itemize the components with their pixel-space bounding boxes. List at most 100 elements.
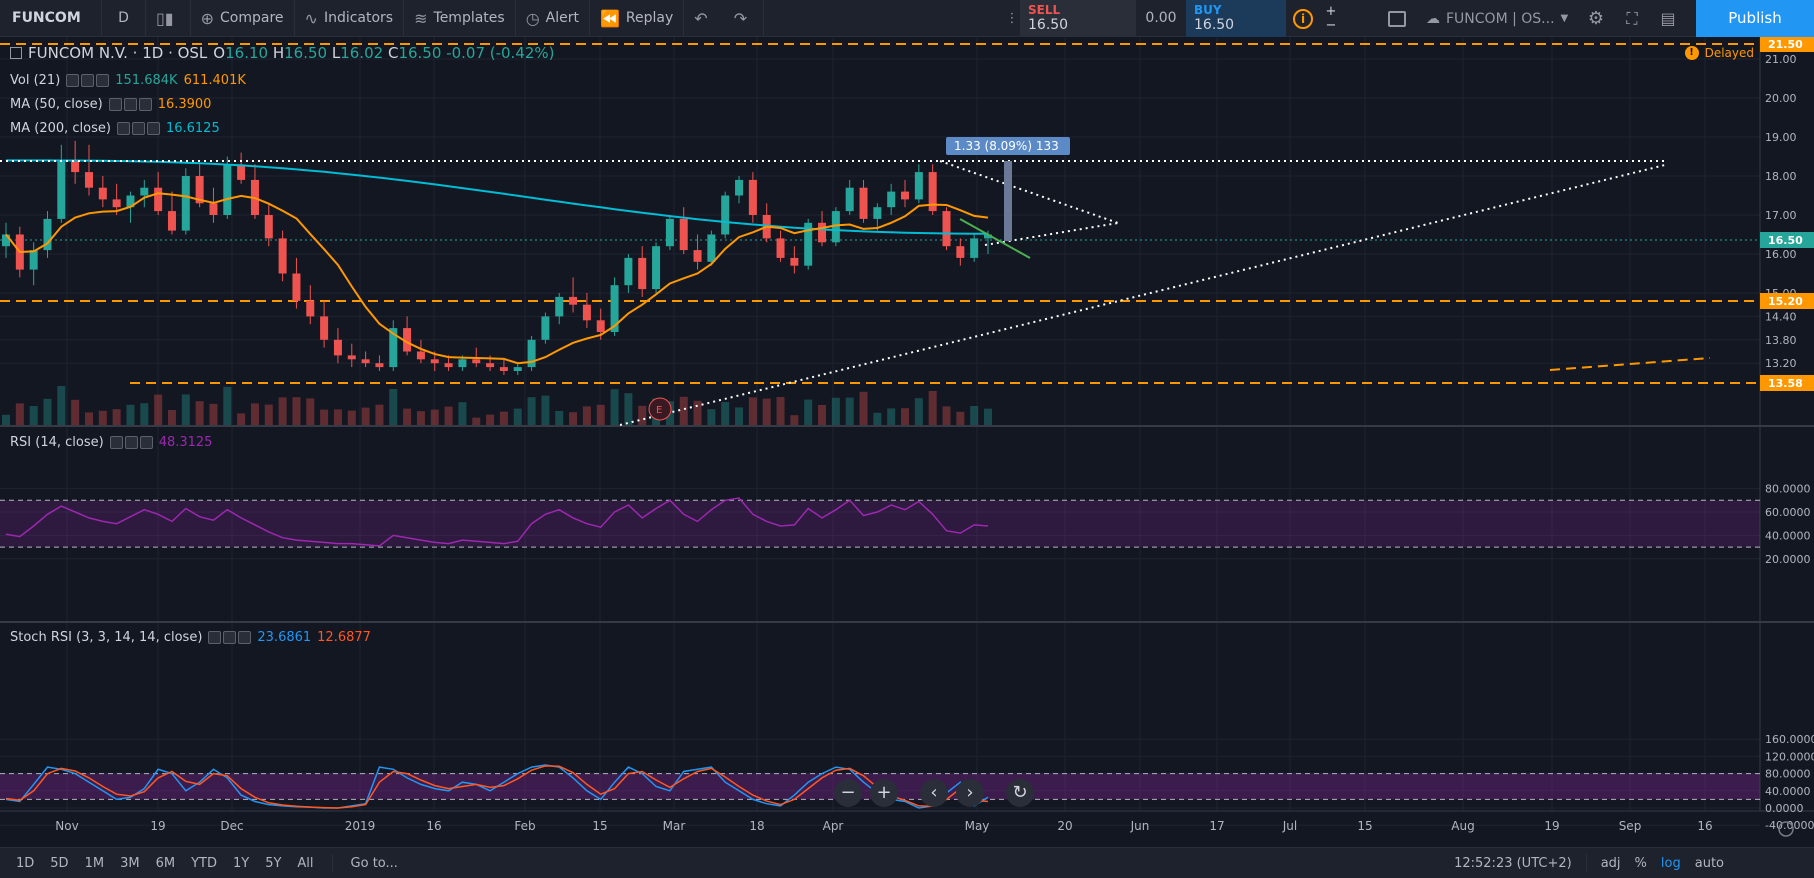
candle-body (361, 359, 370, 364)
range-5d[interactable]: 5D (50, 855, 69, 871)
spread-value: 0.00 (1145, 10, 1177, 26)
range-1m[interactable]: 1M (84, 855, 105, 871)
settings-gear-icon[interactable]: ⚙ (1587, 8, 1605, 29)
volume-legend: Vol (21) 151.684K 611.401K (10, 73, 246, 88)
reset-chart-button[interactable]: ↻ (1006, 779, 1034, 807)
volume-bar (472, 417, 481, 425)
triangle-upper (939, 160, 1119, 224)
cloud-icon: ☁ (1426, 10, 1440, 27)
candle-body (652, 246, 661, 290)
chart-style-button[interactable]: ▯▮ (146, 0, 191, 37)
range-all[interactable]: All (297, 855, 314, 871)
volume-bar (347, 410, 356, 425)
info-button[interactable]: i (1286, 0, 1320, 37)
clock[interactable]: 12:52:23 (UTC+2) (1454, 855, 1572, 871)
delayed-badge[interactable]: ! Delayed (1684, 46, 1754, 60)
range-5y[interactable]: 5Y (265, 855, 282, 871)
volume-bar (499, 411, 508, 425)
volume-indicator-name[interactable]: Vol (21) (10, 73, 61, 88)
candle-body (499, 367, 508, 371)
ma50-indicator-name[interactable]: MA (50, close) (10, 97, 103, 112)
symbol-search-button[interactable]: FUNCOM (0, 0, 102, 37)
percent-toggle[interactable]: % (1634, 855, 1647, 871)
qty-plus-button[interactable]: + (1325, 3, 1337, 19)
zoom-in-button[interactable]: + (870, 779, 898, 807)
stoch-legend: Stoch RSI (3, 3, 14, 14, close) 23.6861 … (10, 630, 371, 645)
drag-handle-icon[interactable]: ⋮ (1005, 11, 1019, 26)
camera-icon[interactable]: ▤ (1660, 9, 1676, 28)
candle-body (112, 199, 121, 208)
volume-bar (320, 409, 329, 425)
undo-button[interactable]: ↶ (684, 0, 723, 37)
volume-bar (43, 398, 52, 425)
chart-navigation: − + ‹ › ↻ (834, 779, 1034, 807)
time-tick: 16 (1697, 819, 1712, 833)
axis-settings-gear-icon (1778, 821, 1794, 837)
date-ranges: 1D 5D 1M 3M 6M YTD 1Y 5Y All (0, 856, 322, 871)
volume-bar (306, 398, 315, 425)
ma200-indicator-name[interactable]: MA (200, close) (10, 121, 111, 136)
layout-name-button[interactable]: ☁ FUNCOM | OS... ▼ (1426, 11, 1578, 27)
publish-button[interactable]: Publish (1696, 0, 1814, 37)
collapse-icon[interactable] (10, 47, 22, 59)
sell-button[interactable]: SELL 16.50 (1020, 0, 1136, 37)
time-tick: Dec (220, 819, 243, 833)
range-6m[interactable]: 6M (155, 855, 176, 871)
ma50-value: 16.3900 (157, 97, 212, 112)
indicator-buttons[interactable] (66, 74, 110, 87)
redo-button[interactable]: ↷ (724, 0, 765, 37)
volume-bar (693, 400, 702, 425)
indicator-buttons[interactable] (108, 98, 152, 111)
candle-body (638, 257, 647, 290)
candle-body (237, 164, 246, 180)
indicator-buttons[interactable] (109, 436, 153, 449)
price-badge: 21.50 (1768, 38, 1803, 51)
qty-minus-button[interactable]: − (1325, 17, 1337, 33)
volume-bar (818, 405, 827, 425)
scroll-left-button[interactable]: ‹ (920, 779, 948, 807)
adj-toggle[interactable]: adj (1600, 855, 1621, 871)
log-toggle[interactable]: log (1660, 855, 1681, 871)
time-axis: Nov 19 Dec 2019 16 Feb 15 Mar 18 Apr May 20 Jun 17 Jul… (55, 819, 1794, 837)
interval-button[interactable]: D (102, 0, 146, 37)
range-1y[interactable]: 1Y (232, 855, 250, 871)
scroll-right-button[interactable]: › (956, 779, 984, 807)
buy-button[interactable]: BUY 16.50 (1186, 0, 1286, 37)
volume-bar (416, 411, 425, 425)
indicators-button[interactable]: ∿ Indicators (295, 0, 405, 37)
compare-button[interactable]: ⊕ Compare (191, 0, 295, 37)
range-ytd[interactable]: YTD (191, 855, 217, 871)
price-tick: 19.00 (1765, 131, 1797, 144)
measure-label: 1.33 (8.09%) 133 (954, 139, 1059, 153)
volume-bar (250, 403, 259, 425)
auto-toggle[interactable]: auto (1694, 855, 1724, 871)
volume-bar (527, 397, 536, 425)
time-tick: 15 (1357, 819, 1372, 833)
volume-bar (98, 410, 107, 425)
layout-toggle-icon[interactable] (1388, 10, 1406, 27)
indicator-buttons[interactable] (116, 122, 160, 135)
alert-button[interactable]: ◷ Alert (516, 0, 590, 37)
range-3m[interactable]: 3M (120, 855, 140, 871)
zoom-out-button[interactable]: − (834, 779, 862, 807)
earnings-marker-label: E (656, 405, 662, 416)
fullscreen-icon[interactable]: ⛶ (1626, 8, 1638, 28)
indicator-buttons[interactable] (208, 631, 252, 644)
stoch-tick: -40.0000 (1765, 819, 1814, 832)
candle-body (29, 250, 38, 270)
replay-button[interactable]: ⏪ Replay (590, 0, 685, 37)
candle-body (195, 176, 204, 204)
time-tick: 15 (592, 819, 607, 833)
alarm-clock-icon: ◷ (525, 8, 540, 28)
range-1d[interactable]: 1D (16, 855, 35, 871)
stoch-indicator-name[interactable]: Stoch RSI (3, 3, 14, 14, close) (10, 630, 203, 645)
goto-button[interactable]: Go to... (350, 855, 398, 871)
candle-body (389, 328, 398, 368)
price-badge-box (1760, 232, 1814, 248)
templates-button[interactable]: ≋ Templates (404, 0, 516, 37)
close-value: 16.50 (398, 44, 442, 62)
low-label: L (331, 44, 341, 62)
measure-label-box (946, 137, 1070, 155)
rsi-indicator-name[interactable]: RSI (14, close) (10, 435, 104, 450)
chart-canvas[interactable]: 1.33 (8.09%) 133 E 21.00 20.00 19.00 18.00 17… (0, 37, 1814, 847)
